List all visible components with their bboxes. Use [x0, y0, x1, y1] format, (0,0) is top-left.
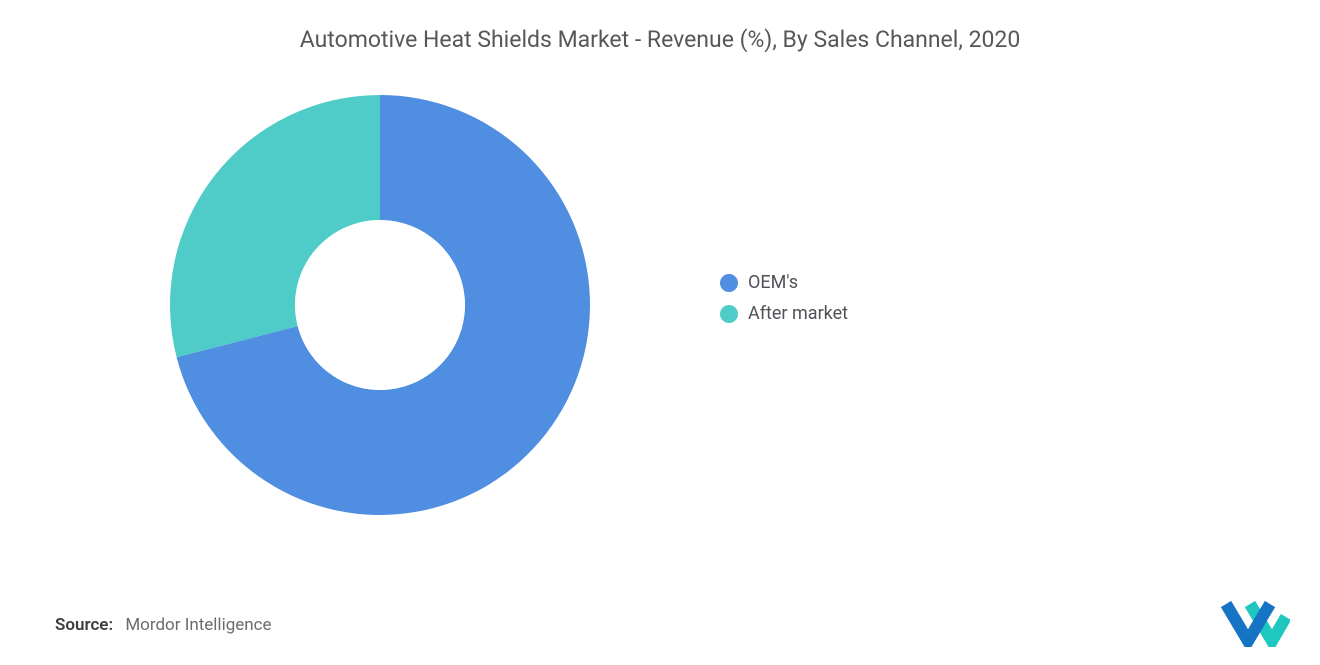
legend-dot-icon: [720, 305, 738, 323]
donut-chart: [170, 95, 590, 515]
legend-dot-icon: [720, 274, 738, 292]
source-text: Mordor Intelligence: [125, 615, 271, 635]
source-attribution: Source: Mordor Intelligence: [55, 615, 272, 635]
chart-title: Automotive Heat Shields Market - Revenue…: [0, 26, 1320, 53]
donut-hole: [295, 220, 465, 390]
legend-item-aftermarket: After market: [720, 303, 848, 324]
chart-container: Automotive Heat Shields Market - Revenue…: [0, 0, 1320, 665]
legend: OEM's After market: [720, 272, 848, 324]
donut-svg: [170, 95, 590, 515]
legend-label: OEM's: [748, 272, 798, 293]
logo-icon: [1220, 597, 1290, 647]
source-label: Source:: [55, 615, 113, 635]
brand-logo: [1220, 597, 1290, 647]
legend-item-oem: OEM's: [720, 272, 848, 293]
legend-label: After market: [748, 303, 848, 324]
